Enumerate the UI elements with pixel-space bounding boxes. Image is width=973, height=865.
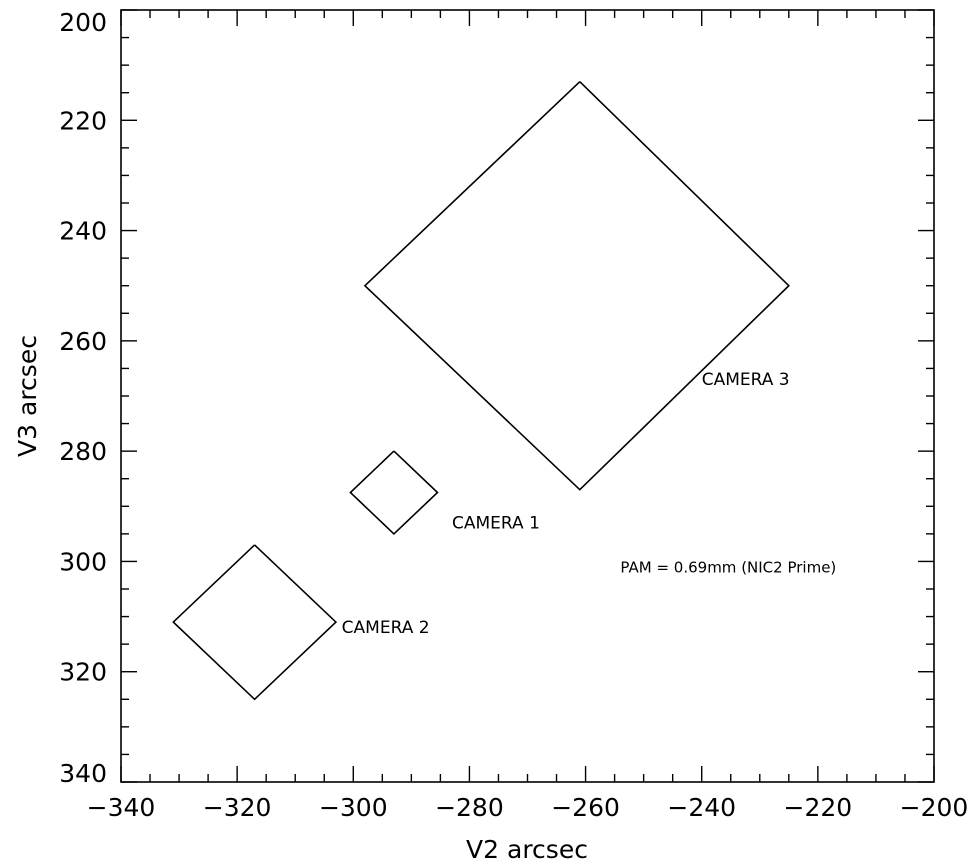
x-tick-label: −260 (551, 793, 620, 822)
y-tick-label: 220 (59, 106, 107, 135)
camera-outlines (172, 81, 790, 701)
x-tick-label: −200 (900, 793, 969, 822)
camera-3-outline (363, 81, 790, 491)
camera-label: CAMERA 3 (702, 370, 790, 390)
x-tick-label: −240 (667, 793, 736, 822)
plot-frame (120, 9, 935, 783)
x-tick-label: −300 (319, 793, 388, 822)
x-tick-label: −220 (784, 793, 853, 822)
y-tick-label: 320 (59, 658, 107, 687)
camera-2-outline (172, 544, 338, 701)
y-tick-label: 280 (59, 437, 107, 466)
x-tick-labels: −340 −320 −300 −280 −260 −240 −220 −200 (87, 793, 969, 822)
y-tick-label: 200 (59, 8, 107, 37)
x-tick-label: −320 (203, 793, 272, 822)
camera-1-outline (349, 450, 439, 536)
annotations: CAMERA 3 CAMERA 1 CAMERA 2 PAM = 0.69mm (NI… (342, 370, 837, 638)
camera-label: CAMERA 1 (452, 513, 540, 533)
x-axis-title: V2 arcsec (466, 835, 588, 864)
x-tick-label: −280 (435, 793, 504, 822)
y-tick-label: 260 (59, 327, 107, 356)
x-tick-label: −340 (87, 793, 156, 822)
y-axis-title: V3 arcsec (13, 335, 42, 457)
y-tick-label: 340 (59, 759, 107, 788)
y-tick-label: 300 (59, 547, 107, 576)
pam-annotation: PAM = 0.69mm (NIC2 Prime) (620, 558, 836, 576)
axis-ticks (120, 9, 935, 783)
y-tick-labels: 200 220 240 260 280 300 320 340 (59, 8, 107, 788)
y-tick-label: 240 (59, 217, 107, 246)
camera-label: CAMERA 2 (342, 618, 430, 638)
